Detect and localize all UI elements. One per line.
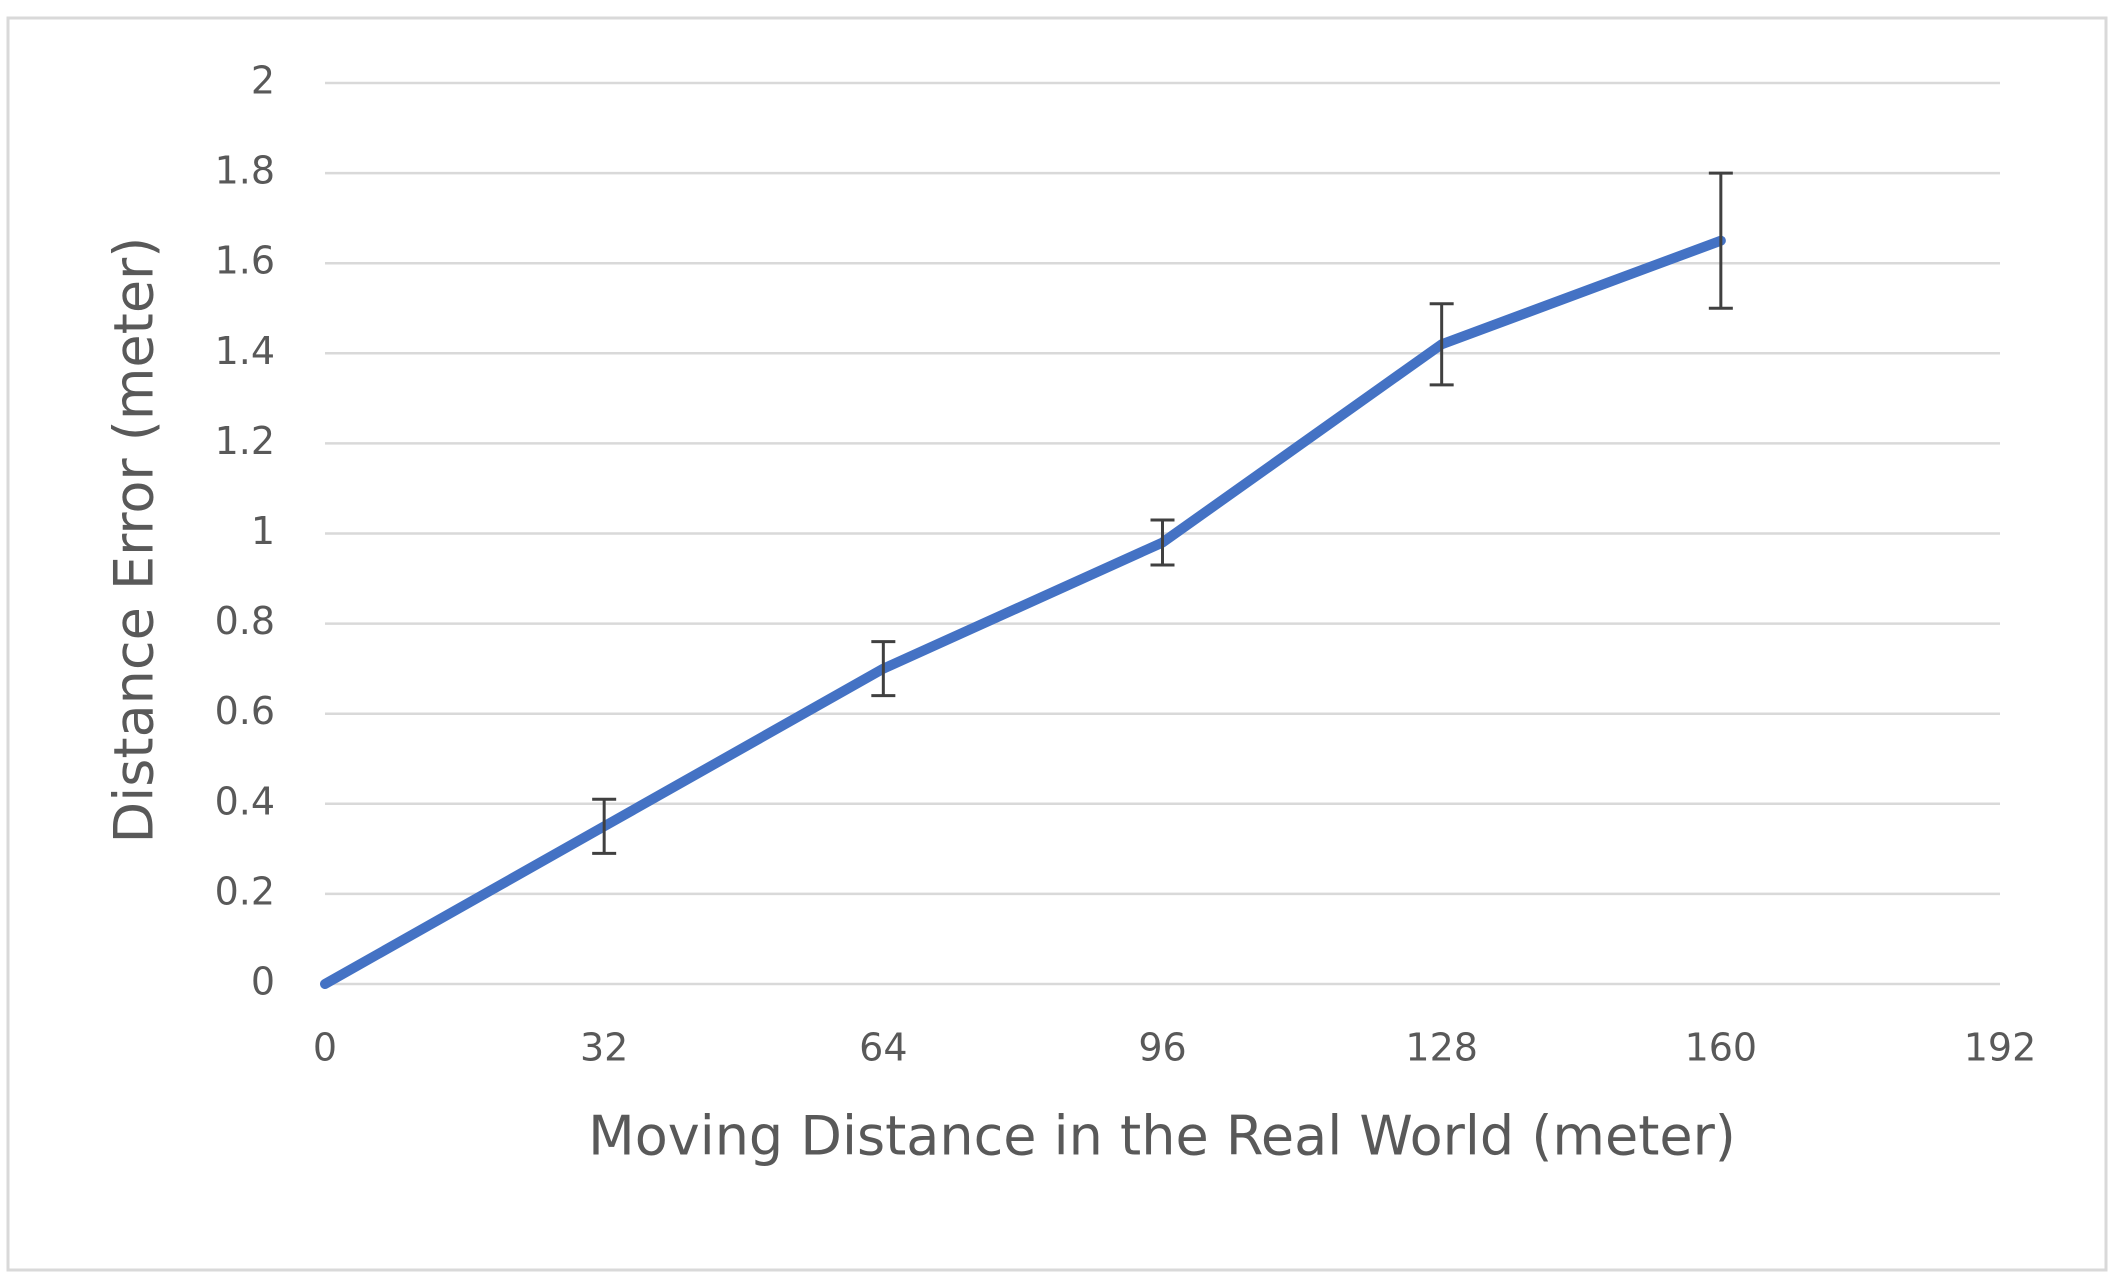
error-bar [1429,302,1454,387]
y-axis-title: Distance Error (meter) [103,237,166,844]
x-tick-label: 96 [1138,1026,1186,1070]
x-tick-label: 128 [1405,1026,1478,1070]
y-tick-label: 0.6 [215,689,275,733]
y-tick-label: 0.8 [215,599,275,643]
x-tick-label: 160 [1685,1026,1758,1070]
x-tick-label: 64 [859,1026,907,1070]
y-tick-label: 1.2 [215,419,275,463]
data-line [320,235,1726,989]
x-tick-label: 192 [1964,1026,2037,1070]
error-bar [592,797,617,855]
error-bar [871,640,896,698]
x-tick-label: 0 [313,1026,337,1070]
error-bar [1708,171,1733,310]
y-tick-label: 2 [251,59,275,103]
x-tick-label: 32 [580,1026,628,1070]
y-tick-label: 1.4 [215,329,275,373]
y-tick-label: 0 [251,960,275,1004]
y-tick-label: 1 [251,509,275,553]
x-axis-title: Moving Distance in the Real World (meter… [588,1105,1736,1168]
y-tick-label: 0.4 [215,779,275,823]
error-bar [1150,518,1175,567]
y-tick-label: 0.2 [215,869,275,913]
y-tick-label: 1.6 [215,239,275,283]
y-tick-label: 1.8 [215,149,275,193]
chart-frame [6,16,2108,1272]
